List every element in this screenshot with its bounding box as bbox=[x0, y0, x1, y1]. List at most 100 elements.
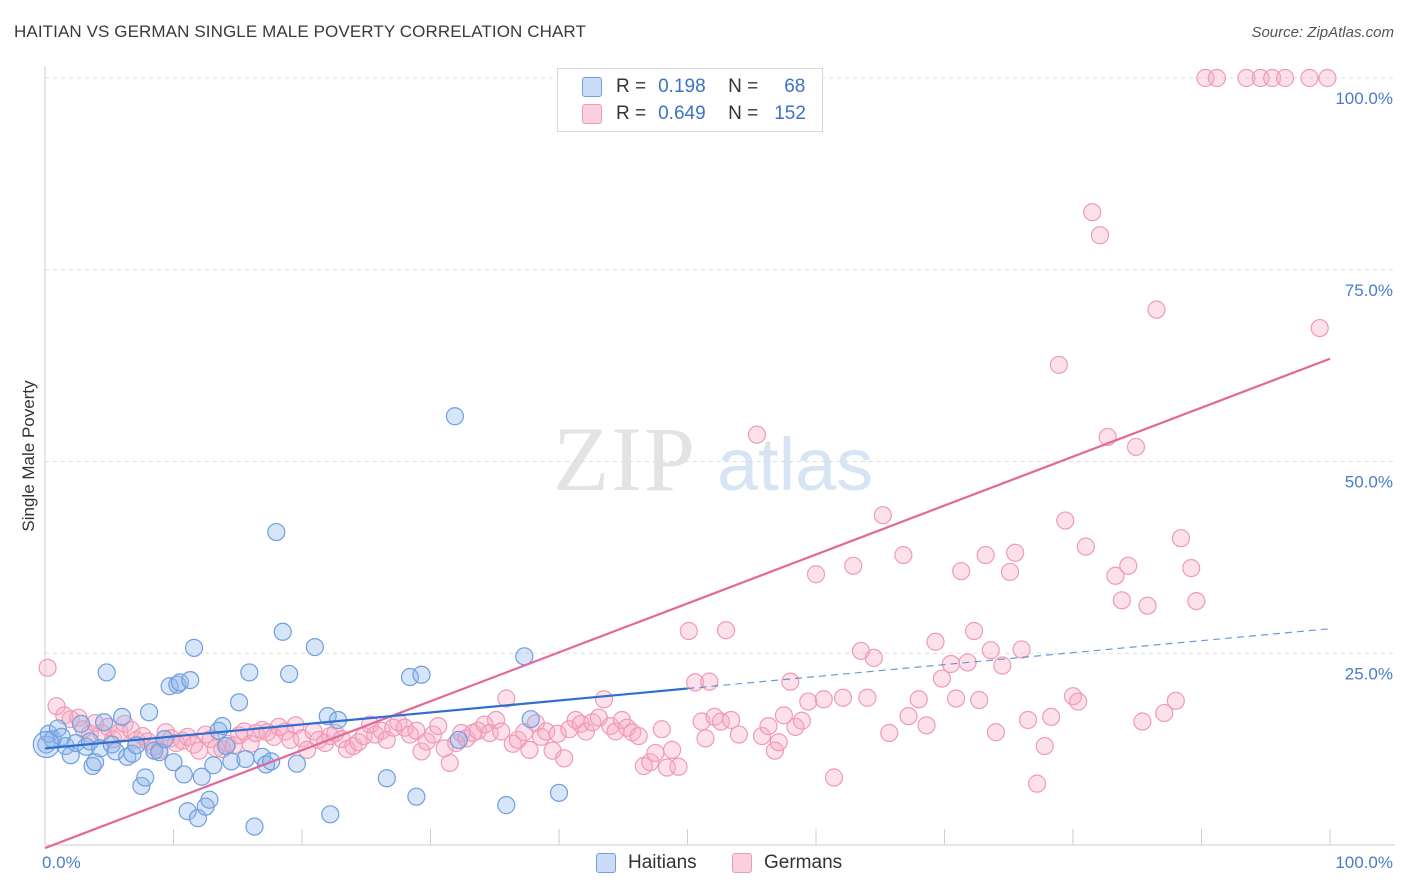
german-point bbox=[844, 556, 863, 575]
german-point bbox=[548, 724, 567, 743]
german-point bbox=[769, 733, 788, 752]
german-point bbox=[781, 672, 800, 691]
german-point bbox=[1133, 712, 1152, 731]
haitian-point bbox=[245, 817, 264, 836]
german-point bbox=[576, 722, 596, 741]
haitian-point bbox=[412, 665, 431, 684]
german-point bbox=[932, 669, 952, 688]
german-point bbox=[429, 717, 448, 736]
haitian-point bbox=[164, 753, 183, 772]
haitian-point bbox=[139, 703, 159, 722]
german-point bbox=[792, 711, 811, 730]
series-legend-haitians-label: Haitians bbox=[628, 852, 697, 873]
source-label: Source: ZipAtlas.com bbox=[1251, 24, 1394, 41]
german-point bbox=[1207, 68, 1227, 88]
german-point bbox=[1056, 511, 1075, 530]
haitian-point bbox=[178, 802, 197, 821]
legend-n-value-haitians: 68 bbox=[784, 76, 806, 97]
legend-row-haitians: R = 0.198 N = 68 bbox=[582, 75, 805, 99]
haitian-point bbox=[407, 787, 426, 806]
haitian-point bbox=[48, 719, 67, 738]
german-point bbox=[583, 713, 602, 732]
german-point bbox=[1006, 543, 1025, 562]
german-point bbox=[981, 641, 1000, 660]
german-point bbox=[1042, 707, 1061, 727]
german-point bbox=[520, 740, 539, 759]
german-legend-swatch bbox=[732, 853, 752, 873]
german-point bbox=[926, 632, 945, 651]
german-point bbox=[662, 740, 682, 759]
haitian-point bbox=[497, 796, 516, 815]
haitian-point bbox=[273, 622, 292, 641]
haitian-point bbox=[217, 736, 236, 756]
german-point bbox=[752, 726, 772, 746]
german-point bbox=[880, 723, 899, 743]
german-point bbox=[417, 732, 436, 751]
german-point bbox=[486, 710, 506, 730]
haitian-legend-swatch bbox=[596, 853, 616, 873]
german-point bbox=[652, 720, 671, 739]
german-point bbox=[1106, 566, 1125, 585]
german-point bbox=[986, 723, 1006, 742]
german-point bbox=[806, 565, 826, 584]
german-point bbox=[1300, 68, 1319, 88]
german-point bbox=[629, 726, 648, 746]
y-axis-label: Single Male Poverty bbox=[19, 380, 38, 532]
legend-n-label: N = bbox=[728, 103, 759, 124]
german-point bbox=[864, 648, 883, 667]
german-point bbox=[1147, 300, 1166, 319]
haitian-point bbox=[222, 752, 241, 771]
haitian-trend-line bbox=[44, 687, 688, 750]
haitian-point bbox=[112, 707, 132, 727]
german-point bbox=[1083, 203, 1102, 222]
legend-n-value-germans: 152 bbox=[774, 103, 806, 124]
german-point bbox=[1049, 355, 1068, 374]
y-tick-label: 100.0% bbox=[1335, 89, 1393, 108]
german-point bbox=[1310, 318, 1329, 338]
german-point bbox=[858, 688, 877, 707]
german-point bbox=[1263, 68, 1282, 88]
german-point bbox=[774, 706, 793, 725]
german-point bbox=[765, 741, 784, 760]
german-point bbox=[492, 722, 511, 741]
german-swatch bbox=[582, 104, 602, 124]
german-point bbox=[894, 545, 913, 565]
german-trend-line bbox=[44, 357, 1331, 850]
german-point bbox=[1112, 591, 1131, 610]
german-point bbox=[646, 743, 665, 763]
german-point bbox=[946, 689, 966, 708]
german-point bbox=[497, 689, 516, 708]
haitian-point bbox=[445, 407, 465, 426]
german-point bbox=[555, 749, 574, 768]
german-point bbox=[1155, 703, 1174, 723]
german-point bbox=[1126, 437, 1146, 457]
haitian-point bbox=[449, 730, 468, 750]
german-point bbox=[799, 692, 818, 711]
series-legend: Haitians Germans bbox=[0, 852, 1406, 876]
german-point bbox=[641, 753, 660, 772]
german-point bbox=[970, 690, 989, 710]
haitian-point bbox=[192, 767, 211, 786]
german-point bbox=[1182, 559, 1201, 578]
german-point bbox=[952, 562, 971, 581]
haitian-point bbox=[160, 677, 179, 696]
german-point bbox=[722, 710, 741, 730]
german-point bbox=[47, 697, 66, 716]
german-point bbox=[447, 733, 466, 753]
german-point bbox=[917, 716, 936, 735]
german-point bbox=[716, 621, 736, 640]
haitian-point bbox=[549, 783, 569, 802]
haitian-point bbox=[97, 663, 116, 682]
german-point bbox=[1187, 591, 1206, 611]
correlation-legend: R = 0.198 N = 68 R = 0.649 N = 152 bbox=[557, 68, 823, 132]
german-point bbox=[1012, 640, 1031, 659]
haitian-trend-extension bbox=[687, 628, 1331, 690]
legend-row-germans: R = 0.649 N = 152 bbox=[582, 102, 806, 126]
haitian-point bbox=[71, 714, 91, 733]
watermark-atlas: atlas bbox=[717, 423, 873, 506]
haitian-point bbox=[229, 693, 249, 712]
german-point bbox=[993, 656, 1012, 675]
german-point bbox=[1138, 596, 1157, 615]
series-legend-haitians: Haitians bbox=[596, 852, 697, 874]
